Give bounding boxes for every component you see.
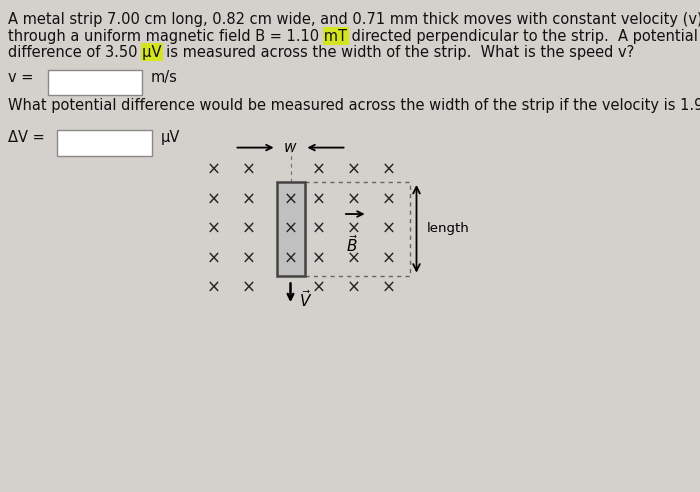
Text: ×: × xyxy=(312,190,326,208)
Text: ×: × xyxy=(206,220,220,238)
Text: μV: μV xyxy=(160,130,180,145)
Text: length: length xyxy=(427,222,470,235)
Bar xyxy=(48,70,142,95)
Bar xyxy=(304,182,410,276)
Text: ×: × xyxy=(382,249,395,267)
Text: ×: × xyxy=(284,249,298,267)
Text: A metal strip 7.00 cm long, 0.82 cm wide, and 0.71 mm thick moves with constant : A metal strip 7.00 cm long, 0.82 cm wide… xyxy=(8,12,700,27)
Text: through a uniform magnetic field B = 1.10 mT directed perpendicular to the strip: through a uniform magnetic field B = 1.1… xyxy=(8,29,699,43)
Text: difference of 3.50: difference of 3.50 xyxy=(8,45,143,60)
Text: ×: × xyxy=(382,190,395,208)
Bar xyxy=(276,182,304,276)
Text: ×: × xyxy=(346,220,360,238)
Text: ×: × xyxy=(206,161,220,179)
Text: μV: μV xyxy=(143,45,162,60)
Text: ×: × xyxy=(312,249,326,267)
Text: v =: v = xyxy=(8,70,34,85)
Text: ×: × xyxy=(346,249,360,267)
Text: ×: × xyxy=(346,190,360,208)
Text: $\vec{V}$: $\vec{V}$ xyxy=(299,289,312,310)
Text: ×: × xyxy=(382,220,395,238)
Text: mT: mT xyxy=(324,29,347,43)
Text: ×: × xyxy=(241,279,255,297)
Text: ΔV =: ΔV = xyxy=(8,130,45,145)
Text: m/s: m/s xyxy=(150,70,177,85)
Text: ×: × xyxy=(312,220,326,238)
Bar xyxy=(57,130,152,156)
Bar xyxy=(323,27,349,45)
Text: ×: × xyxy=(312,279,326,297)
Text: ×: × xyxy=(206,249,220,267)
Bar xyxy=(141,43,163,61)
Text: ×: × xyxy=(206,190,220,208)
Text: ×: × xyxy=(382,161,395,179)
Text: ×: × xyxy=(241,190,255,208)
Text: ×: × xyxy=(241,220,255,238)
Text: ×: × xyxy=(346,279,360,297)
Text: ×: × xyxy=(206,279,220,297)
Text: through a uniform magnetic field B = 1.10: through a uniform magnetic field B = 1.1… xyxy=(8,29,324,43)
Text: $w$: $w$ xyxy=(284,140,298,155)
Text: What potential difference would be measured across the width of the strip if the: What potential difference would be measu… xyxy=(8,98,700,113)
Text: difference of 3.50 μV is measured across the width of the strip.  What is the sp: difference of 3.50 μV is measured across… xyxy=(8,45,635,60)
Text: ×: × xyxy=(284,220,298,238)
Text: ×: × xyxy=(312,161,326,179)
Text: ×: × xyxy=(382,279,395,297)
Text: ×: × xyxy=(346,161,360,179)
Text: ×: × xyxy=(284,190,298,208)
Text: ×: × xyxy=(241,249,255,267)
Text: $\vec{B}$: $\vec{B}$ xyxy=(346,234,359,255)
Text: ×: × xyxy=(241,161,255,179)
